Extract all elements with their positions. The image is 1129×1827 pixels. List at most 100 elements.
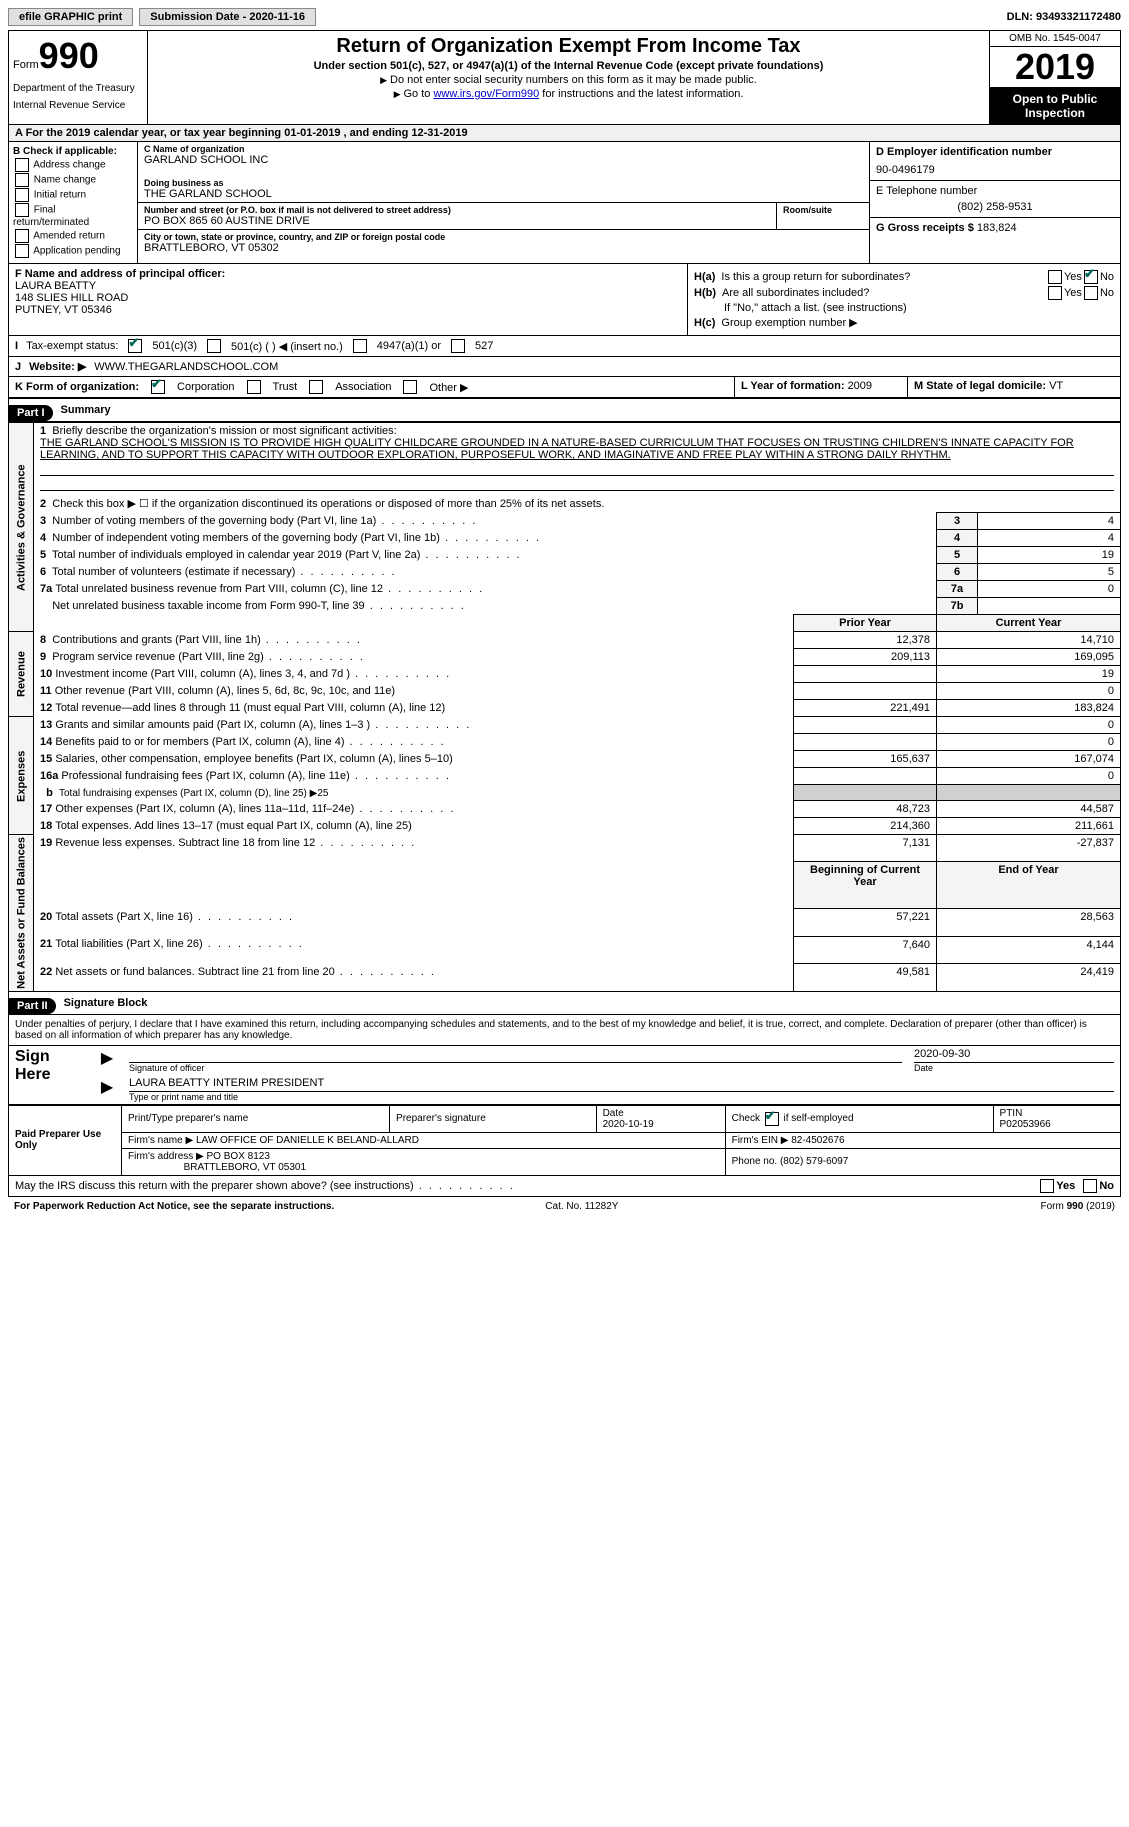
r22-py: 49,581 (794, 964, 937, 992)
hb-no-box[interactable] (1084, 286, 1098, 300)
r8-num: 8 (40, 634, 46, 646)
r10-text: Investment income (Part VIII, column (A)… (55, 668, 451, 680)
r16a-text: Professional fundraising fees (Part IX, … (61, 770, 451, 782)
r16a-num: 16a (40, 770, 58, 782)
firm-phone: (802) 579-6097 (780, 1156, 848, 1167)
period-label-b: , and ending (340, 127, 411, 139)
row-7a: 7a Total unrelated business revenue from… (9, 581, 1121, 598)
org-addr: PO BOX 865 60 AUSTINE DRIVE (144, 215, 770, 227)
period-label-a: A For the 2019 calendar year, or tax yea… (15, 127, 284, 139)
ha-label: H(a) (694, 271, 715, 283)
ptin-label: PTIN (1000, 1108, 1023, 1119)
c-addr-label: Number and street (or P.O. box if mail i… (144, 205, 770, 215)
discuss-no-box[interactable] (1083, 1179, 1097, 1193)
ha-no-box[interactable] (1084, 270, 1098, 284)
i-opt3: 4947(a)(1) or (377, 340, 441, 352)
k-corp: Corporation (177, 381, 234, 393)
i-501c-box[interactable] (207, 339, 221, 353)
part2-title: Signature Block (56, 995, 156, 1011)
ha-text: Is this a group return for subordinates? (721, 271, 1046, 283)
discuss-yes-box[interactable] (1040, 1179, 1054, 1193)
i-text: Tax-exempt status: (26, 340, 118, 352)
r9-py: 209,113 (794, 649, 937, 666)
hc-label: H(c) (694, 317, 715, 329)
k-trust-box[interactable] (247, 380, 261, 394)
discuss-yes: Yes (1056, 1180, 1075, 1192)
r10-cy: 19 (937, 666, 1121, 683)
r4-num: 4 (40, 532, 46, 544)
r4-val: 4 (978, 530, 1121, 547)
r7a-num: 7a (40, 583, 52, 595)
r6-text: Total number of volunteers (estimate if … (52, 566, 396, 578)
line2-text: Check this box ▶ ☐ if the organization d… (52, 498, 604, 510)
chk-addr-change[interactable]: Address change (13, 158, 133, 172)
ha-yes-box[interactable] (1048, 270, 1062, 284)
part1-header: Part I (9, 405, 53, 421)
section-de: D Employer identification number 90-0496… (869, 142, 1120, 263)
chk-pending[interactable]: Application pending (13, 244, 133, 258)
org-dba: THE GARLAND SCHOOL (144, 188, 863, 200)
org-city: BRATTLEBORO, VT 05302 (144, 242, 863, 254)
instr-post: for instructions and the latest informat… (539, 88, 743, 100)
inspection-notice: Open to Public Inspection (990, 88, 1120, 124)
ptin-value: P02053966 (1000, 1119, 1051, 1130)
r22-cy: 24,419 (937, 964, 1121, 992)
submission-label: Submission Date - (150, 11, 249, 23)
firm-addr1: PO BOX 8123 (207, 1151, 270, 1162)
hb-text: Are all subordinates included? (722, 287, 1046, 299)
r14-num: 14 (40, 736, 52, 748)
i-4947-box[interactable] (353, 339, 367, 353)
firm-ein-label: Firm's EIN ▶ (732, 1135, 789, 1146)
officer-addr1: 148 SLIES HILL ROAD (15, 292, 681, 304)
g-label: G Gross receipts $ (876, 222, 977, 234)
form-header: Form990 Department of the Treasury Inter… (8, 30, 1121, 125)
r5-val: 19 (978, 547, 1121, 564)
r16a-cy: 0 (937, 768, 1121, 785)
c-name-label: C Name of organization (144, 144, 863, 154)
submission-date-button[interactable]: Submission Date - 2020-11-16 (139, 8, 316, 26)
r5-text: Total number of individuals employed in … (52, 549, 521, 561)
sig-date-label: Date (914, 1063, 1114, 1073)
r21-py: 7,640 (794, 936, 937, 963)
line1-num: 1 (40, 425, 46, 437)
row-6: 6 Total number of volunteers (estimate i… (9, 564, 1121, 581)
hb-yes-box[interactable] (1048, 286, 1062, 300)
top-bar: efile GRAPHIC print Submission Date - 20… (8, 8, 1121, 26)
chk-name-change[interactable]: Name change (13, 173, 133, 187)
firm-phone-label: Phone no. (732, 1156, 780, 1167)
sig-officer-line (129, 1048, 902, 1063)
submission-date: 2020-11-16 (249, 11, 305, 23)
check-self-employed[interactable]: Check if self-employed (732, 1113, 854, 1124)
gross-receipts: 183,824 (977, 222, 1017, 234)
k-assoc: Association (335, 381, 391, 393)
k-other-box[interactable] (403, 380, 417, 394)
i-527-box[interactable] (451, 339, 465, 353)
i-501c3-box[interactable] (128, 339, 142, 353)
omb-number: OMB No. 1545-0047 (990, 31, 1120, 47)
hb-yes: Yes (1064, 287, 1082, 299)
k-assoc-box[interactable] (309, 380, 323, 394)
r7a-box: 7a (937, 581, 978, 598)
d-label: D Employer identification number (876, 146, 1114, 158)
r13-py (794, 717, 937, 734)
m-value: VT (1049, 380, 1063, 392)
r12-text: Total revenue—add lines 8 through 11 (mu… (55, 702, 445, 714)
firm-name-label: Firm's name ▶ (128, 1135, 193, 1146)
r17-py: 48,723 (794, 801, 937, 818)
chk-initial[interactable]: Initial return (13, 188, 133, 202)
chk-amended[interactable]: Amended return (13, 229, 133, 243)
lbl-init: Initial return (34, 190, 86, 201)
r7b-text: Net unrelated business taxable income fr… (52, 600, 466, 612)
r16a-py (794, 768, 937, 785)
r6-box: 6 (937, 564, 978, 581)
e-label: E Telephone number (876, 185, 1114, 197)
section-i: I Tax-exempt status: 501(c)(3) 501(c) ( … (8, 336, 1121, 357)
efile-button[interactable]: efile GRAPHIC print (8, 8, 133, 26)
r17-num: 17 (40, 803, 52, 815)
name-title-label: Type or print name and title (129, 1092, 1114, 1102)
r17-text: Other expenses (Part IX, column (A), lin… (55, 803, 455, 815)
side-governance: Activities & Governance (9, 423, 34, 632)
k-corp-box[interactable] (151, 380, 165, 394)
irs-link[interactable]: www.irs.gov/Form990 (433, 88, 539, 100)
chk-final[interactable]: Final return/terminated (13, 203, 133, 228)
